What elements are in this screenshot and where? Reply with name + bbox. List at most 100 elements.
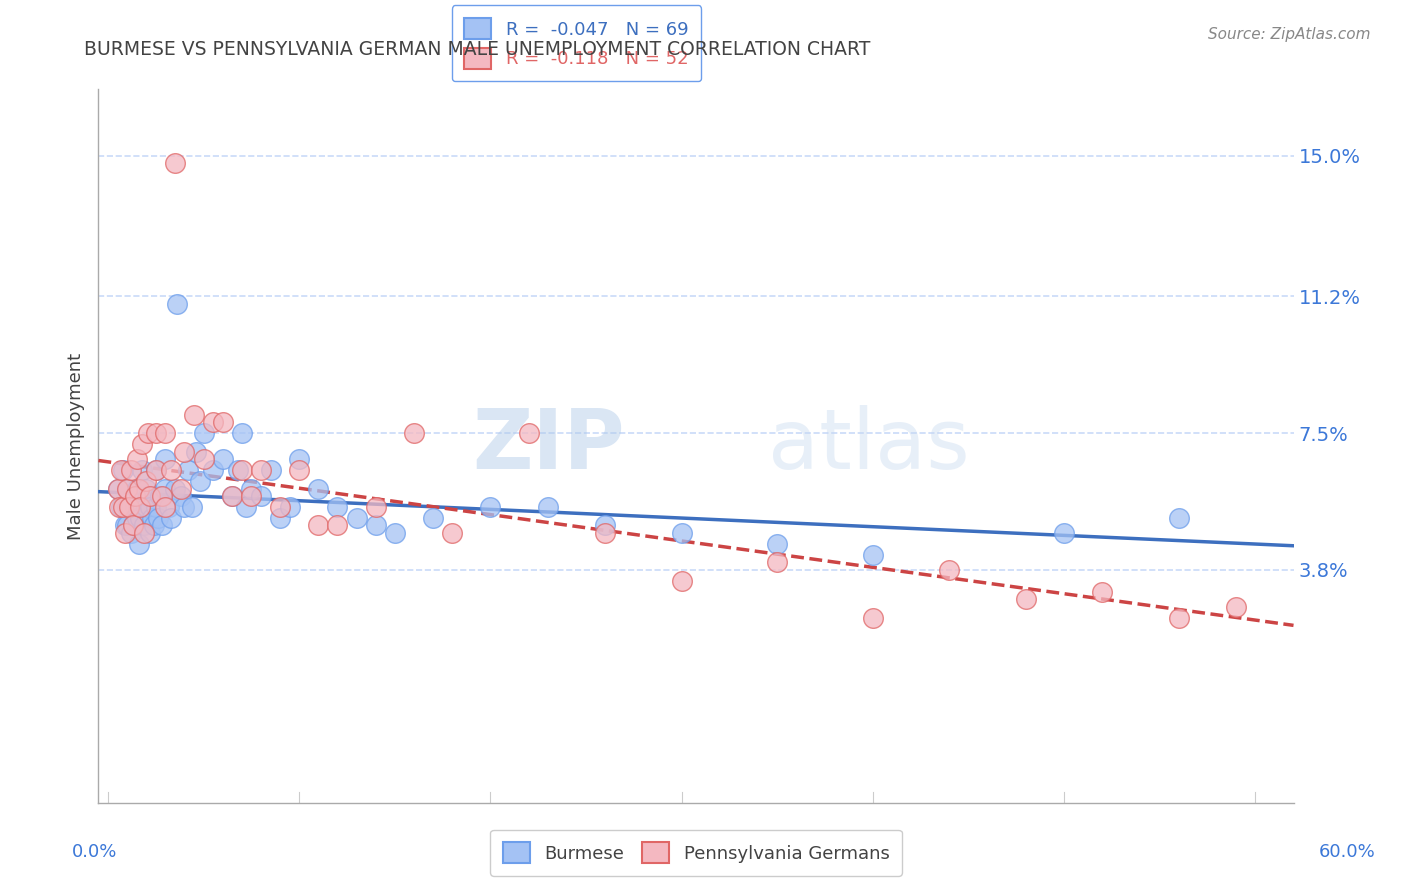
Point <box>141 511 163 525</box>
Point <box>177 463 200 477</box>
Point <box>1015 592 1038 607</box>
Point <box>1053 525 1076 540</box>
Point <box>136 489 159 503</box>
Point <box>129 511 152 525</box>
Point <box>155 482 177 496</box>
Point <box>125 511 148 525</box>
Point <box>422 511 444 525</box>
Point <box>240 482 263 496</box>
Point <box>211 415 233 429</box>
Point <box>862 611 884 625</box>
Point <box>766 556 789 570</box>
Point <box>160 511 183 525</box>
Point <box>145 463 167 477</box>
Point <box>110 500 132 514</box>
Point <box>115 500 138 514</box>
Point <box>173 444 195 458</box>
Point <box>221 489 243 503</box>
Legend: Burmese, Pennsylvania Germans: Burmese, Pennsylvania Germans <box>489 830 903 876</box>
Point <box>269 511 291 525</box>
Point <box>115 482 138 496</box>
Point <box>173 500 195 514</box>
Point <box>938 563 960 577</box>
Point <box>131 437 153 451</box>
Text: 0.0%: 0.0% <box>72 843 117 861</box>
Point <box>134 525 156 540</box>
Point <box>142 518 165 533</box>
Point <box>537 500 560 514</box>
Point <box>124 489 146 503</box>
Point <box>145 425 167 440</box>
Point <box>211 452 233 467</box>
Point <box>862 548 884 562</box>
Point <box>135 474 157 488</box>
Point <box>115 518 138 533</box>
Point <box>112 463 135 477</box>
Point <box>139 489 162 503</box>
Point <box>166 296 188 310</box>
Text: 60.0%: 60.0% <box>1319 843 1375 861</box>
Point <box>145 500 167 514</box>
Point <box>134 518 156 533</box>
Point <box>183 408 205 422</box>
Point <box>226 463 249 477</box>
Point <box>139 500 162 514</box>
Point <box>139 525 162 540</box>
Point <box>107 482 129 496</box>
Point <box>163 156 186 170</box>
Point <box>114 518 136 533</box>
Point <box>240 489 263 503</box>
Point <box>169 489 191 503</box>
Point <box>269 500 291 514</box>
Point <box>766 537 789 551</box>
Point <box>671 574 693 588</box>
Point <box>402 425 425 440</box>
Point <box>288 452 311 467</box>
Point <box>1225 599 1247 614</box>
Point <box>114 525 136 540</box>
Text: BURMESE VS PENNSYLVANIA GERMAN MALE UNEMPLOYMENT CORRELATION CHART: BURMESE VS PENNSYLVANIA GERMAN MALE UNEM… <box>84 40 870 59</box>
Point <box>346 511 368 525</box>
Text: atlas: atlas <box>768 406 969 486</box>
Point <box>250 463 273 477</box>
Point <box>307 482 329 496</box>
Point <box>121 518 143 533</box>
Point <box>202 463 225 477</box>
Point <box>128 537 150 551</box>
Point <box>129 500 152 514</box>
Point <box>120 463 142 477</box>
Point <box>479 500 502 514</box>
Point <box>136 425 159 440</box>
Point <box>326 518 349 533</box>
Point <box>193 452 215 467</box>
Point <box>593 518 616 533</box>
Point <box>193 425 215 440</box>
Point <box>115 482 138 496</box>
Point <box>150 518 173 533</box>
Point <box>1167 511 1189 525</box>
Point <box>231 463 253 477</box>
Point <box>671 525 693 540</box>
Point <box>107 482 129 496</box>
Point <box>124 500 146 514</box>
Point <box>364 500 387 514</box>
Text: ZIP: ZIP <box>472 406 624 486</box>
Point <box>155 452 177 467</box>
Point <box>250 489 273 503</box>
Point <box>235 500 257 514</box>
Point <box>155 500 177 514</box>
Point <box>259 463 281 477</box>
Point <box>169 482 191 496</box>
Point <box>384 525 406 540</box>
Point <box>326 500 349 514</box>
Point <box>307 518 329 533</box>
Point <box>121 518 143 533</box>
Point <box>517 425 540 440</box>
Text: Source: ZipAtlas.com: Source: ZipAtlas.com <box>1208 27 1371 42</box>
Point <box>593 525 616 540</box>
Point <box>110 463 132 477</box>
Point <box>128 482 150 496</box>
Point <box>120 500 142 514</box>
Point <box>1167 611 1189 625</box>
Point <box>188 474 211 488</box>
